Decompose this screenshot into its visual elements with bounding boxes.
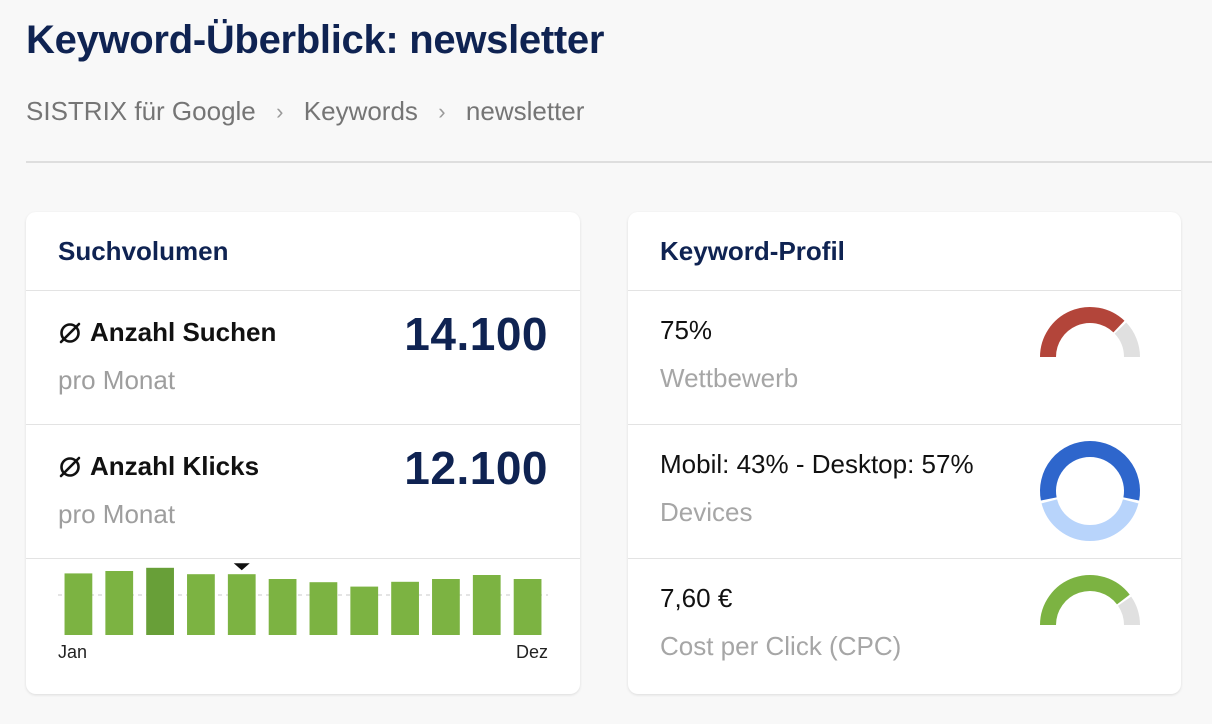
monthly-volume-chart: Jan Dez bbox=[26, 559, 580, 694]
cpc-row: 7,60 € Cost per Click (CPC) bbox=[628, 559, 1181, 693]
cpc-caption: Cost per Click (CPC) bbox=[660, 631, 902, 661]
bar-nov[interactable] bbox=[472, 575, 501, 635]
breadcrumb-item-keywords[interactable]: Keywords bbox=[303, 96, 418, 126]
bar-mär[interactable] bbox=[146, 567, 174, 635]
breadcrumb-item-sistrix[interactable]: SISTRIX für Google bbox=[26, 96, 256, 126]
clicks-row: Anzahl Klicks pro Monat 12.100 bbox=[26, 425, 580, 559]
devices-value: Mobil: 43% - Desktop: 57% bbox=[660, 449, 974, 479]
search-volume-card: Suchvolumen Anzahl Suchen pro Monat 14.1… bbox=[26, 212, 580, 694]
bar-sep[interactable] bbox=[391, 581, 419, 635]
competition-caption: Wettbewerb bbox=[660, 363, 799, 393]
searches-sub: pro Monat bbox=[58, 365, 176, 395]
bar-mai[interactable] bbox=[227, 574, 256, 635]
bar-jun[interactable] bbox=[268, 579, 297, 635]
cpc-rest-arc bbox=[1117, 596, 1140, 626]
cpc-value-arc bbox=[1040, 575, 1130, 626]
page-title: Keyword-Überblick: newsletter bbox=[26, 18, 605, 62]
chevron-right-icon: › bbox=[438, 98, 446, 124]
competition-gauge bbox=[1040, 307, 1140, 358]
bar-okt[interactable] bbox=[432, 579, 460, 635]
breadcrumb-item-current: newsletter bbox=[465, 96, 585, 126]
bar-aug[interactable] bbox=[350, 586, 379, 635]
diameter-icon bbox=[59, 322, 81, 343]
searches-row: Anzahl Suchen pro Monat 14.100 bbox=[26, 291, 580, 425]
x-tick-label-first: Jan bbox=[58, 642, 88, 662]
competition-value: 75% bbox=[660, 315, 713, 345]
breadcrumb: SISTRIX für Google › Keywords › newslett… bbox=[26, 96, 584, 127]
searches-label: Anzahl Suchen bbox=[58, 317, 276, 348]
searches-label-text: Anzahl Suchen bbox=[90, 317, 277, 347]
cpc-value: 7,60 € bbox=[660, 583, 733, 613]
keyword-profile-card: Keyword-Profil 75% Wettbewerb Mobil: 43%… bbox=[628, 212, 1181, 694]
bar-apr[interactable] bbox=[187, 574, 215, 635]
cpc-gauge bbox=[1040, 575, 1140, 626]
devices-row: Mobil: 43% - Desktop: 57% Devices bbox=[628, 425, 1181, 559]
competition-value-arc bbox=[1040, 307, 1125, 358]
diameter-icon bbox=[59, 456, 81, 477]
competition-rest-arc bbox=[1114, 322, 1140, 358]
clicks-label: Anzahl Klicks bbox=[58, 451, 259, 482]
desktop-share-arc bbox=[1040, 441, 1140, 501]
x-tick-label-last: Dez bbox=[515, 642, 548, 662]
header-divider bbox=[26, 161, 1212, 163]
bar-dez[interactable] bbox=[513, 579, 542, 635]
bar-jul[interactable] bbox=[309, 582, 338, 635]
devices-donut bbox=[1040, 441, 1140, 541]
search-volume-title: Suchvolumen bbox=[26, 212, 580, 291]
clicks-sub: pro Monat bbox=[58, 499, 176, 529]
bar-jan[interactable] bbox=[64, 573, 93, 635]
devices-caption: Devices bbox=[660, 497, 753, 527]
triangle-down-icon bbox=[233, 563, 250, 571]
clicks-value: 12.100 bbox=[404, 442, 548, 494]
clicks-label-text: Anzahl Klicks bbox=[90, 451, 260, 481]
chevron-right-icon: › bbox=[276, 98, 284, 124]
competition-row: 75% Wettbewerb bbox=[628, 291, 1181, 425]
monthly-volume-svg bbox=[58, 563, 548, 635]
searches-value: 14.100 bbox=[404, 308, 548, 360]
keyword-profile-title: Keyword-Profil bbox=[628, 212, 1181, 291]
mobile-share-arc bbox=[1041, 499, 1139, 541]
bar-feb[interactable] bbox=[105, 571, 134, 635]
